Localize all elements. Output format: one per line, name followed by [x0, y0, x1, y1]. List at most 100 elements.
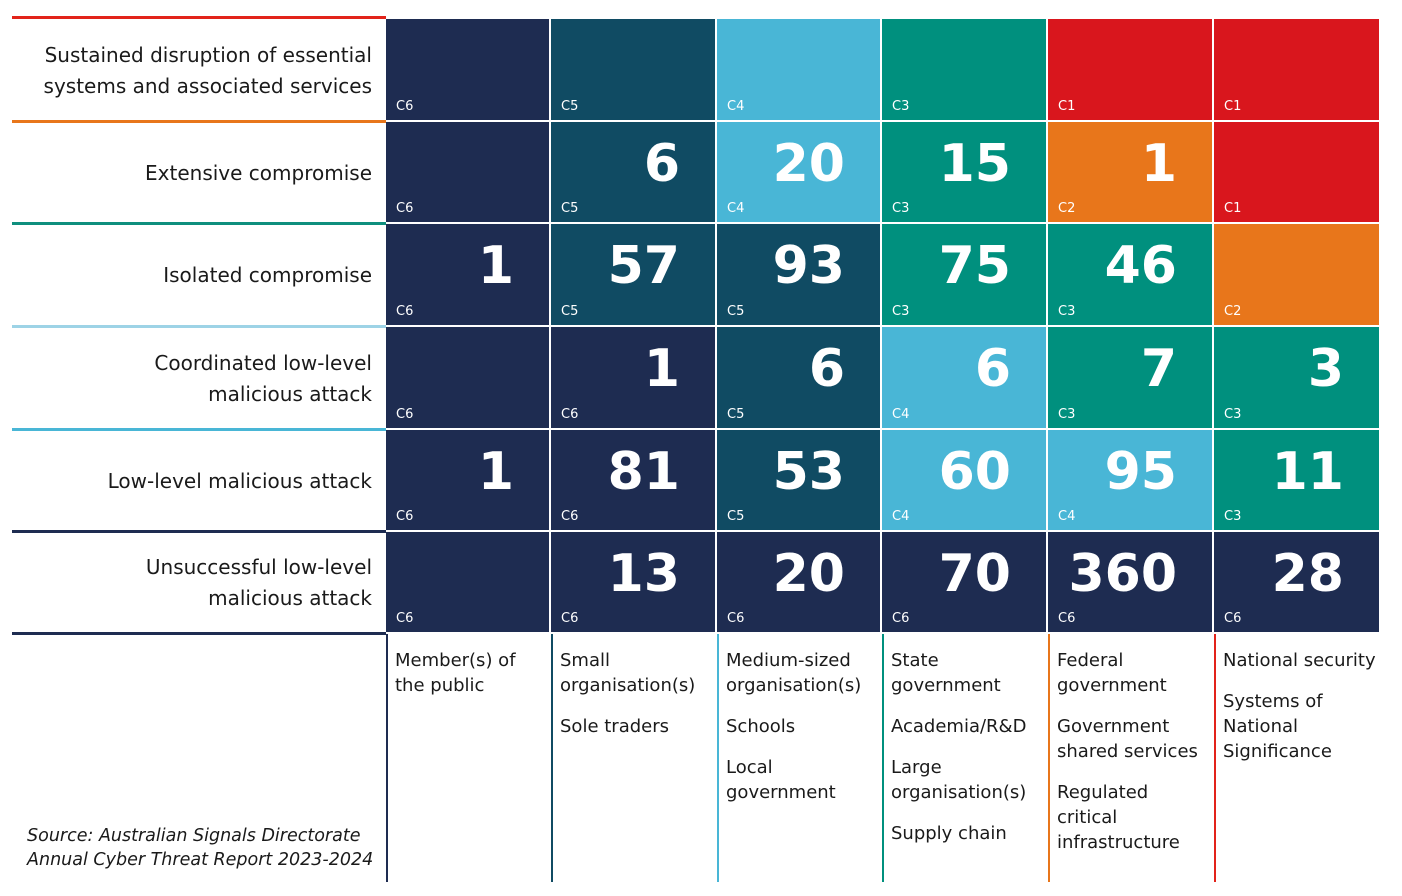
cell-category-code: C1 — [1224, 99, 1242, 114]
row-label: Coordinated low-level malicious attack — [154, 350, 372, 406]
column-divider — [386, 634, 388, 882]
cell-category-code: C3 — [892, 201, 910, 216]
top-divider — [12, 16, 386, 19]
column-label: Federal government Government shared serv… — [1057, 648, 1213, 871]
column-label: Small organisation(s) Sole traders — [560, 648, 716, 755]
cell-value: 20 — [772, 544, 845, 604]
matrix-cell: C1 — [1214, 19, 1379, 120]
cell-category-code: C4 — [1058, 509, 1076, 524]
matrix-cell: 1 C6 — [386, 224, 549, 325]
matrix-cell: C4 — [717, 19, 880, 120]
cell-category-code: C6 — [561, 407, 579, 422]
matrix-cell: 81 C6 — [551, 430, 715, 530]
cell-value: 93 — [772, 236, 845, 296]
column-label-item: Local government — [726, 757, 836, 803]
column-label-item: Federal government — [1057, 650, 1167, 696]
matrix-cell: C5 — [551, 19, 715, 120]
matrix-cell: C2 — [1214, 224, 1379, 325]
cell-value: 28 — [1271, 544, 1344, 604]
matrix-cell: 7 C3 — [1048, 327, 1212, 428]
column-divider — [1214, 634, 1216, 882]
column-label-item: Sole traders — [560, 716, 670, 737]
cell-value: 46 — [1104, 236, 1177, 296]
matrix-cell: 13 C6 — [551, 532, 715, 632]
row-label: Sustained disruption of essential system… — [43, 42, 372, 98]
cell-category-code: C6 — [1224, 611, 1242, 626]
cell-category-code: C3 — [1224, 407, 1242, 422]
matrix-cell: 11 C3 — [1214, 430, 1379, 530]
source-note: Source: Australian Signals Directorate A… — [27, 826, 374, 870]
row-divider — [12, 325, 386, 328]
cell-value: 1 — [477, 442, 514, 502]
column-label: State government Academia/R&D Large organi… — [891, 648, 1047, 862]
cell-value: 95 — [1104, 442, 1177, 502]
column-label-item: Regulated critical infrastructure — [1057, 782, 1180, 853]
cell-category-code: C6 — [396, 407, 414, 422]
cell-category-code: C6 — [1058, 611, 1076, 626]
column-divider — [717, 634, 719, 882]
cell-category-code: C4 — [727, 201, 745, 216]
column-divider — [882, 634, 884, 882]
matrix-cell: C6 — [386, 327, 549, 428]
column-label-item: Systems of National Significance — [1223, 691, 1332, 762]
matrix-cell: 6 C4 — [882, 327, 1046, 428]
column-divider — [551, 634, 553, 882]
matrix-cell: 1 C2 — [1048, 122, 1212, 222]
column-divider — [1048, 634, 1050, 882]
cell-value: 6 — [643, 134, 680, 194]
cell-value: 75 — [938, 236, 1011, 296]
column-label-item: Small organisation(s) — [560, 650, 696, 696]
matrix-cell: C1 — [1214, 122, 1379, 222]
column-label-item: Schools — [726, 716, 796, 737]
row-divider — [12, 632, 386, 635]
cell-category-code: C6 — [727, 611, 745, 626]
cell-value: 60 — [938, 442, 1011, 502]
cell-category-code: C6 — [396, 304, 414, 319]
cell-category-code: C1 — [1058, 99, 1076, 114]
cell-category-code: C3 — [1058, 407, 1076, 422]
cell-value: 6 — [974, 339, 1011, 399]
column-label: Member(s) of the public — [395, 648, 551, 714]
column-label-item: National security — [1223, 650, 1376, 671]
cell-category-code: C6 — [396, 99, 414, 114]
cell-category-code: C4 — [727, 99, 745, 114]
matrix-cell: 1 C6 — [386, 430, 549, 530]
cell-value: 1 — [643, 339, 680, 399]
column-label-item: Large organisation(s) — [891, 757, 1027, 803]
row-divider — [12, 120, 386, 123]
cell-category-code: C3 — [1224, 509, 1242, 524]
matrix-cell: 3 C3 — [1214, 327, 1379, 428]
cell-category-code: C3 — [892, 99, 910, 114]
cell-value: 70 — [938, 544, 1011, 604]
cell-category-code: C6 — [892, 611, 910, 626]
cell-value: 3 — [1307, 339, 1344, 399]
matrix-cell: 60 C4 — [882, 430, 1046, 530]
cell-value: 1 — [1140, 134, 1177, 194]
cell-category-code: C4 — [892, 509, 910, 524]
column-label-item: Supply chain — [891, 823, 1007, 844]
column-label-item: Government shared services — [1057, 716, 1198, 762]
cell-category-code: C5 — [561, 201, 579, 216]
matrix-cell: C6 — [386, 532, 549, 632]
column-label: National security Systems of National Sig… — [1223, 648, 1379, 780]
matrix-cell: 20 C6 — [717, 532, 880, 632]
cell-category-code: C5 — [727, 407, 745, 422]
matrix-cell: 6 C5 — [551, 122, 715, 222]
cell-value: 20 — [772, 134, 845, 194]
cell-category-code: C5 — [561, 99, 579, 114]
cell-category-code: C6 — [561, 611, 579, 626]
matrix-cell: 93 C5 — [717, 224, 880, 325]
cell-category-code: C5 — [727, 509, 745, 524]
cell-category-code: C2 — [1224, 304, 1242, 319]
matrix-cell: C3 — [882, 19, 1046, 120]
column-label-item: Medium-sized organisation(s) — [726, 650, 862, 696]
row-label: Low-level malicious attack — [107, 468, 372, 493]
row-divider — [12, 530, 386, 533]
cell-value: 81 — [607, 442, 680, 502]
cell-value: 15 — [938, 134, 1011, 194]
cell-category-code: C6 — [396, 611, 414, 626]
row-label: Isolated compromise — [163, 263, 372, 287]
cell-value: 57 — [607, 236, 680, 296]
cell-category-code: C4 — [892, 407, 910, 422]
matrix-cell: 70 C6 — [882, 532, 1046, 632]
